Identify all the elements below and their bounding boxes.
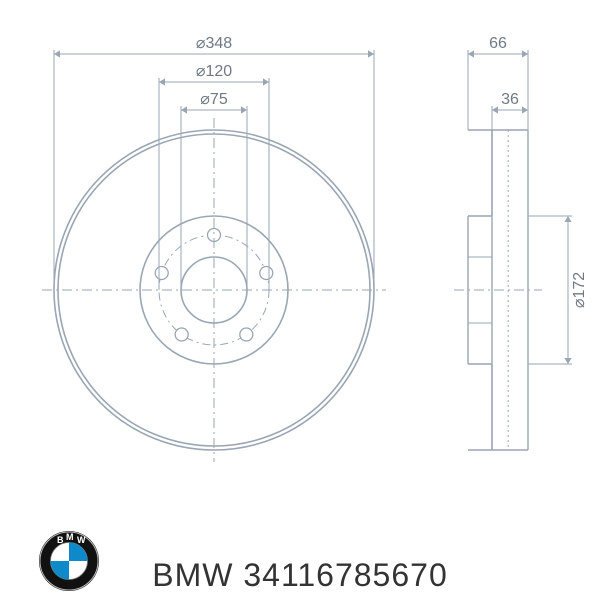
svg-text:⌀348: ⌀348 [196, 35, 232, 52]
svg-text:M: M [66, 532, 74, 542]
part-number-text: 34116785670 [243, 557, 447, 593]
brand-text: BMW [152, 557, 233, 593]
svg-text:66: 66 [489, 35, 507, 52]
svg-text:⌀75: ⌀75 [200, 91, 228, 108]
svg-text:⌀172: ⌀172 [571, 272, 588, 308]
svg-text:36: 36 [501, 91, 519, 108]
svg-text:B: B [57, 535, 64, 545]
part-label: BMW 34116785670 [0, 557, 600, 594]
svg-text:⌀120: ⌀120 [196, 63, 232, 80]
svg-text:W: W [77, 535, 86, 545]
technical-drawing: ⌀348 ⌀120 ⌀75 66 36 ⌀172 [0, 0, 600, 600]
